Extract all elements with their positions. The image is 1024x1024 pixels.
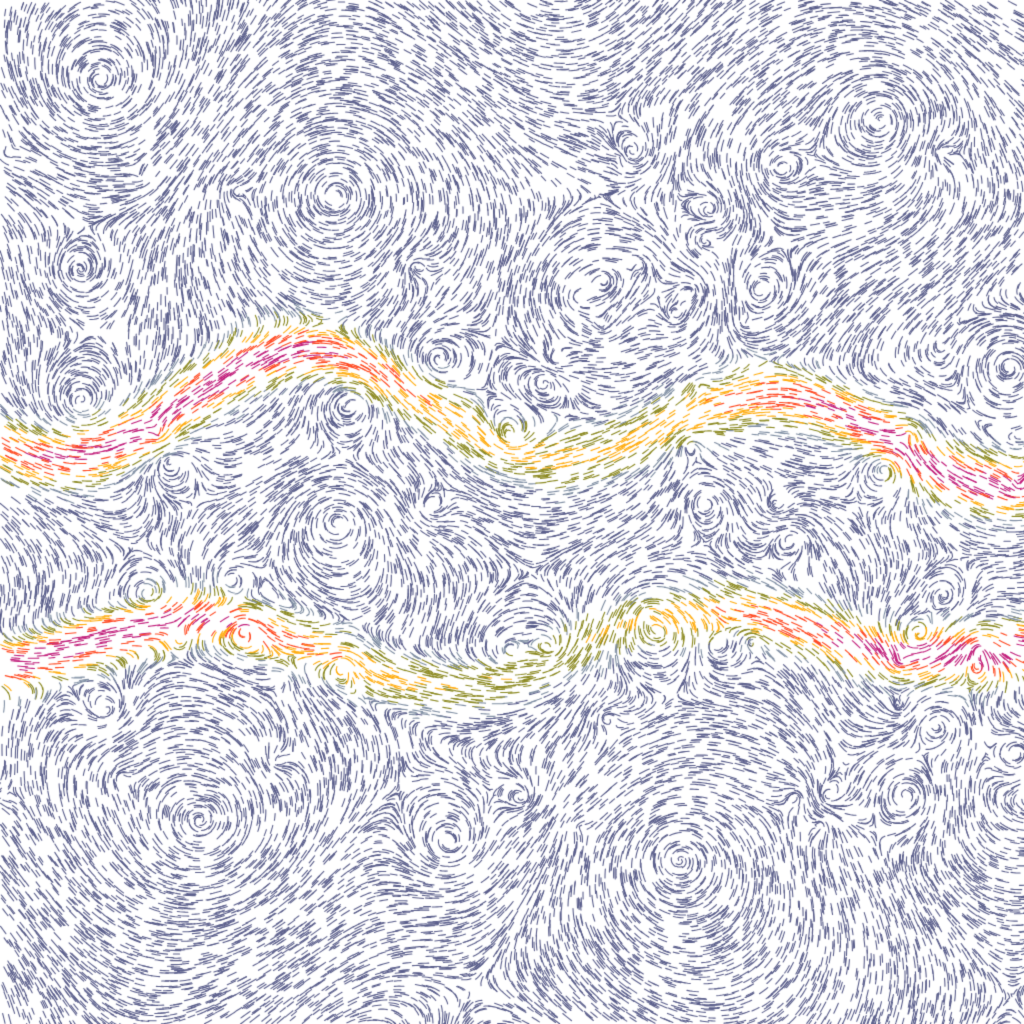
flow-field-streamlets bbox=[0, 0, 1024, 1024]
